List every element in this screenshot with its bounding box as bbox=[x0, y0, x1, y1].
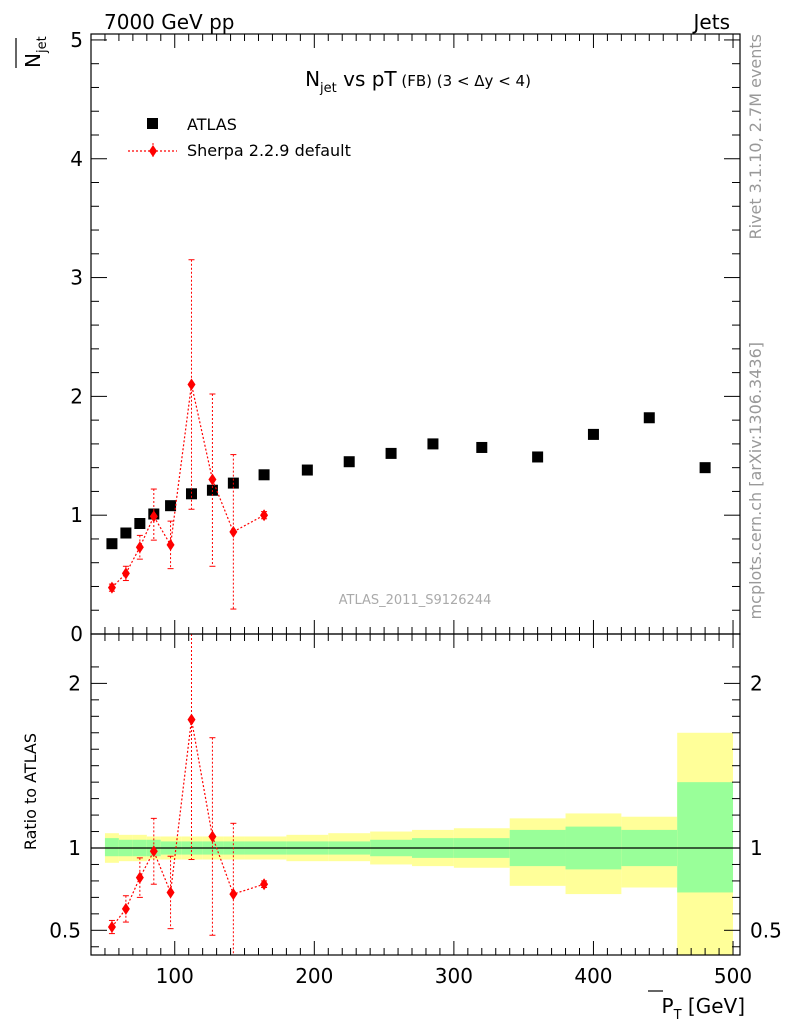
legend-atlas-label: ATLAS bbox=[187, 115, 237, 134]
sherpa-point-6 bbox=[208, 473, 217, 486]
ratio-point-7 bbox=[229, 888, 238, 901]
atlas-point-11 bbox=[385, 447, 397, 459]
atlas-point-10 bbox=[343, 456, 355, 468]
main-ytick-label-0: 0 bbox=[70, 622, 83, 646]
ratio-ytick-label-right-0.5: 0.5 bbox=[750, 918, 782, 942]
legend-sherpa-marker bbox=[149, 145, 157, 157]
ratio-point-4 bbox=[166, 886, 175, 899]
header-right: Jets bbox=[692, 10, 730, 34]
rivet-version: Rivet 3.1.10, 2.7M events bbox=[746, 34, 765, 240]
ratio-point-5 bbox=[187, 713, 196, 726]
x-tick-label-200: 200 bbox=[295, 964, 333, 988]
main-ytick-label-1: 1 bbox=[70, 503, 83, 527]
title-subscript: jet bbox=[319, 81, 337, 96]
y-label-text: Njet bbox=[21, 36, 50, 68]
y-axis-label-main: Njet bbox=[15, 36, 50, 68]
ratio-line bbox=[111, 719, 265, 928]
ratio-ytick-label-left-0.5: 0.5 bbox=[49, 918, 81, 942]
atlas-point-4 bbox=[165, 500, 177, 512]
ratio-ytick-label-right-2: 2 bbox=[750, 671, 763, 695]
x-tick-label-400: 400 bbox=[574, 964, 612, 988]
plot-title: Njet vs pT (FB) (3 < Δy < 4) bbox=[305, 67, 531, 96]
atlas-point-15 bbox=[587, 428, 599, 440]
sherpa-point-0 bbox=[107, 581, 116, 594]
atlas-point-1 bbox=[120, 527, 132, 539]
ratio-frame bbox=[90, 633, 741, 956]
sherpa-point-8 bbox=[260, 509, 269, 522]
ratio-ytick-label-left-2: 2 bbox=[68, 671, 81, 695]
sherpa-point-1 bbox=[121, 567, 130, 580]
y-label-n: N bbox=[21, 53, 45, 68]
x-tick-label-300: 300 bbox=[435, 964, 473, 988]
atlas-point-9 bbox=[301, 464, 313, 476]
atlas-point-17 bbox=[699, 462, 711, 474]
x-label-p: P bbox=[662, 994, 674, 1018]
atlas-point-12 bbox=[427, 438, 439, 450]
title-n: N bbox=[305, 67, 320, 91]
sherpa-point-7 bbox=[229, 525, 238, 538]
sherpa-point-5 bbox=[187, 378, 196, 391]
ratio-inner-band-17 bbox=[677, 782, 734, 893]
ratio-inner-band-0 bbox=[104, 838, 119, 857]
ratio-point-2 bbox=[135, 871, 144, 884]
atlas-point-13 bbox=[476, 441, 488, 453]
main-panel-data bbox=[106, 259, 711, 610]
ratio-point-6 bbox=[208, 830, 217, 843]
ratio-point-0 bbox=[107, 921, 116, 934]
sherpa-line bbox=[111, 384, 265, 589]
ratio-ytick-label-right-1: 1 bbox=[750, 836, 763, 860]
ratio-point-8 bbox=[260, 878, 269, 891]
main-ytick-label-2: 2 bbox=[70, 384, 83, 408]
ratio-panel-data bbox=[107, 633, 269, 956]
atlas-point-5 bbox=[185, 488, 197, 500]
main-ytick-label-3: 3 bbox=[70, 266, 83, 290]
atlas-point-8 bbox=[258, 469, 270, 481]
ratio-ytick-label-left-1: 1 bbox=[68, 836, 81, 860]
ratio-point-3 bbox=[149, 845, 158, 858]
atlas-point-0 bbox=[106, 538, 118, 550]
atlas-point-14 bbox=[532, 451, 544, 463]
legend-sherpa-label: Sherpa 2.2.9 default bbox=[187, 141, 351, 160]
analysis-watermark: ATLAS_2011_S9126244 bbox=[339, 593, 492, 608]
title-fb: (FB) bbox=[397, 72, 432, 90]
sherpa-point-2 bbox=[135, 541, 144, 554]
source-reference: mcplots.cern.ch [arXiv:1306.3436] bbox=[746, 342, 765, 619]
sherpa-point-4 bbox=[166, 538, 175, 551]
x-axis-label: PT [GeV] bbox=[648, 990, 745, 1023]
x-label-subscript: T bbox=[673, 1008, 682, 1023]
atlas-point-2 bbox=[134, 518, 146, 530]
y-label-subscript: jet bbox=[35, 36, 50, 54]
title-vs: vs pT bbox=[337, 67, 398, 91]
sherpa-point-3 bbox=[149, 510, 158, 523]
x-label-unit: [GeV] bbox=[682, 994, 745, 1018]
x-tick-label-500: 500 bbox=[714, 964, 752, 988]
x-tick-label-100: 100 bbox=[156, 964, 194, 988]
ratio-point-1 bbox=[121, 902, 130, 915]
ratio-y-label: Ratio to ATLAS bbox=[21, 733, 40, 850]
atlas-point-16 bbox=[643, 412, 655, 424]
ratio-panel-bands bbox=[91, 732, 740, 955]
main-ytick-label-5: 5 bbox=[70, 28, 83, 52]
main-ytick-label-4: 4 bbox=[70, 147, 83, 171]
title-range: (3 < Δy < 4) bbox=[432, 72, 531, 90]
legend: ATLAS Sherpa 2.2.9 default bbox=[128, 115, 351, 160]
legend-atlas-marker bbox=[147, 118, 158, 129]
header-left: 7000 GeV pp bbox=[104, 10, 235, 34]
ratio-panel-axes: 0.5 0.5 1 1 2 2 100 200 300 400 500 bbox=[49, 633, 782, 988]
x-label-text: PT [GeV] bbox=[662, 994, 745, 1023]
